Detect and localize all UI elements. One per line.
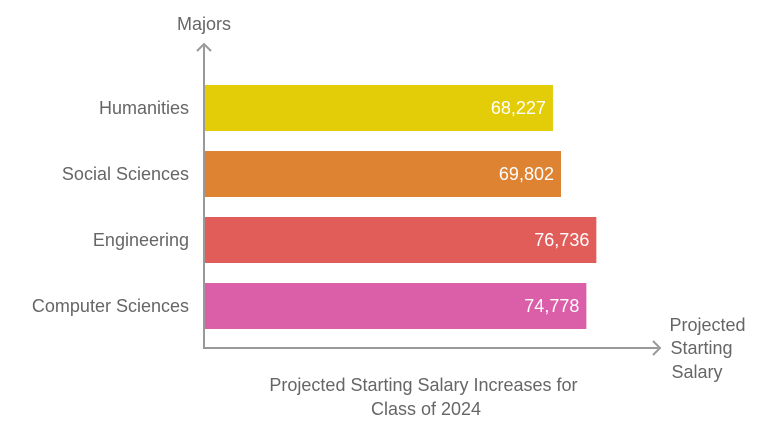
data-label: 76,736 xyxy=(534,230,589,250)
category-label: Computer Sciences xyxy=(32,296,189,316)
x-axis-label: Projected Starting Salary xyxy=(669,315,750,382)
category-label: Engineering xyxy=(93,230,189,250)
x-axis-arrow-icon xyxy=(652,340,662,356)
data-label: 74,778 xyxy=(524,296,579,316)
bar-social-sciences xyxy=(205,151,561,197)
chart-title-line: Class of 2024 xyxy=(371,399,481,419)
chart-title-line: Projected Starting Salary Increases for xyxy=(269,375,577,395)
category-label: Social Sciences xyxy=(62,164,189,184)
y-axis-arrow-icon xyxy=(196,42,212,52)
chart-title: Projected Starting Salary Increases for … xyxy=(269,375,582,419)
y-axis-label: Majors xyxy=(177,14,231,34)
bar-engineering xyxy=(205,217,597,263)
data-label: 69,802 xyxy=(499,164,554,184)
x-axis-label-line: Projected xyxy=(669,315,745,335)
category-label: Humanities xyxy=(99,98,189,118)
x-axis-label-line: Salary xyxy=(671,362,722,382)
data-label: 68,227 xyxy=(491,98,546,118)
bar-humanities xyxy=(205,85,553,131)
x-axis-label-line: Starting xyxy=(670,338,732,358)
bar-computer-sciences xyxy=(205,283,587,329)
